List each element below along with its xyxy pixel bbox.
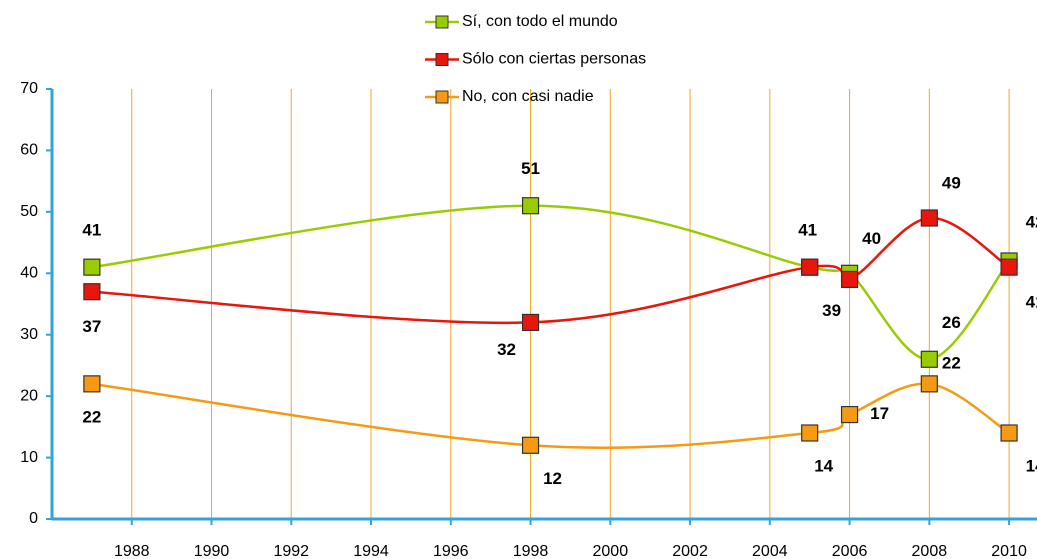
y-tick-label: 60 bbox=[20, 142, 38, 159]
value-label: 41 bbox=[1026, 293, 1037, 312]
legend-marker bbox=[435, 90, 449, 104]
y-tick-label: 10 bbox=[20, 449, 38, 466]
x-tick-label: 1996 bbox=[433, 543, 469, 559]
x-tick-label: 2008 bbox=[912, 543, 948, 559]
x-tick-label: 2002 bbox=[672, 543, 708, 559]
value-label: 26 bbox=[942, 313, 961, 332]
marker bbox=[83, 258, 101, 276]
marker bbox=[83, 283, 101, 301]
x-tick-label: 2006 bbox=[832, 543, 868, 559]
y-tick-label: 70 bbox=[20, 80, 38, 97]
marker bbox=[801, 424, 819, 442]
value-label: 40 bbox=[862, 229, 881, 248]
value-label: 14 bbox=[814, 456, 833, 475]
value-label: 37 bbox=[82, 317, 101, 336]
value-label: 17 bbox=[870, 404, 889, 423]
value-label: 41 bbox=[798, 221, 817, 240]
marker bbox=[801, 258, 819, 276]
x-tick-label: 1990 bbox=[194, 543, 230, 559]
x-tick-label: 1998 bbox=[513, 543, 549, 559]
marker bbox=[840, 405, 859, 424]
marker bbox=[840, 270, 859, 289]
marker bbox=[1000, 424, 1018, 442]
legend-label: Sí, con todo el mundo bbox=[462, 13, 618, 30]
y-tick-label: 40 bbox=[20, 265, 38, 282]
legend-marker bbox=[435, 53, 449, 66]
marker bbox=[920, 209, 938, 227]
marker bbox=[521, 313, 540, 332]
legend-label: No, con casi nadie bbox=[462, 88, 594, 105]
x-tick-label: 2000 bbox=[593, 543, 629, 559]
value-label: 51 bbox=[521, 159, 540, 178]
x-tick-label: 2004 bbox=[752, 543, 788, 559]
value-label: 32 bbox=[497, 340, 516, 359]
legend-marker bbox=[435, 15, 449, 29]
y-tick-label: 0 bbox=[29, 510, 38, 527]
value-label: 39 bbox=[822, 301, 841, 320]
marker bbox=[521, 436, 540, 454]
marker bbox=[83, 375, 101, 393]
value-label: 12 bbox=[543, 469, 562, 488]
marker bbox=[920, 350, 938, 368]
value-label: 49 bbox=[942, 173, 961, 192]
value-label: 42 bbox=[1026, 212, 1037, 231]
value-label: 41 bbox=[82, 221, 101, 240]
x-tick-label: 1992 bbox=[273, 543, 309, 559]
marker bbox=[920, 375, 938, 393]
x-tick-label: 1988 bbox=[114, 543, 150, 559]
y-tick-label: 30 bbox=[20, 326, 38, 343]
value-label: 22 bbox=[82, 407, 101, 426]
marker bbox=[521, 197, 540, 215]
legend-label: Sólo con ciertas personas bbox=[462, 51, 646, 68]
marker bbox=[1000, 258, 1018, 276]
x-tick-label: 2010 bbox=[991, 543, 1027, 559]
y-tick-label: 20 bbox=[20, 387, 38, 404]
y-tick-label: 50 bbox=[20, 203, 38, 220]
value-label: 22 bbox=[942, 353, 961, 372]
value-label: 14 bbox=[1026, 456, 1037, 475]
x-tick-label: 1994 bbox=[353, 543, 389, 559]
